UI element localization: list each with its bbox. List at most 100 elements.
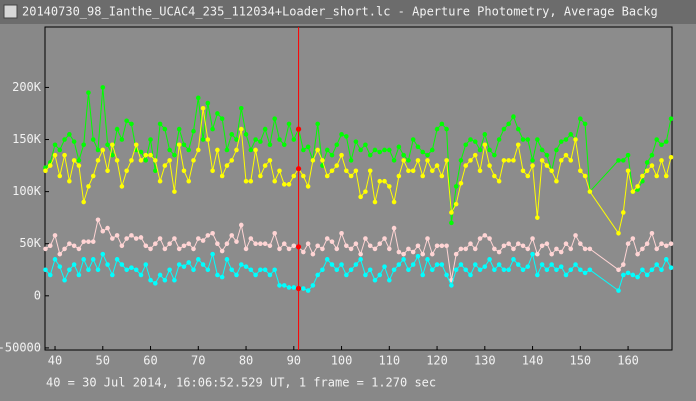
data-point: [616, 158, 621, 163]
data-point: [162, 277, 168, 283]
data-point: [616, 267, 621, 273]
data-point: [501, 126, 507, 132]
data-point: [224, 257, 230, 262]
data-point: [406, 168, 411, 174]
data-point: [525, 264, 531, 269]
data-point: [535, 251, 540, 257]
data-point: [439, 121, 445, 127]
data-point: [301, 249, 306, 255]
data-point: [520, 168, 526, 174]
data-point: [434, 243, 440, 249]
data-point: [496, 262, 502, 267]
data-point: [315, 121, 320, 127]
data-point: [262, 126, 268, 132]
data-point: [382, 147, 387, 153]
data-point: [320, 158, 325, 163]
data-point: [520, 137, 526, 142]
data-point: [630, 272, 636, 278]
data-point: [625, 241, 631, 247]
data-point: [195, 147, 201, 153]
data-point: [119, 184, 125, 189]
data-point: [286, 285, 292, 290]
data-point: [468, 272, 473, 278]
x-tick-label: 40: [48, 354, 62, 368]
data-point: [301, 173, 306, 179]
data-point: [573, 137, 578, 142]
data-point: [515, 126, 521, 132]
data-point: [640, 267, 645, 273]
data-point: [425, 236, 430, 241]
data-point: [458, 180, 464, 186]
y-tick-label: -50000: [0, 340, 41, 354]
data-point: [458, 262, 464, 267]
data-point: [410, 168, 416, 174]
data-point: [563, 152, 569, 158]
data-point: [654, 173, 660, 179]
data-point: [535, 137, 540, 142]
data-point: [425, 257, 430, 262]
data-point: [663, 257, 669, 262]
data-point: [210, 251, 215, 257]
data-point: [210, 168, 215, 174]
data-point: [224, 163, 230, 168]
data-point: [492, 152, 497, 158]
data-point: [444, 158, 449, 163]
data-point: [181, 142, 187, 148]
data-point: [258, 241, 263, 247]
data-point: [71, 243, 77, 249]
data-point: [659, 241, 664, 247]
data-point: [401, 257, 406, 262]
data-point: [229, 132, 235, 137]
data-point: [315, 272, 320, 278]
data-point: [133, 267, 139, 273]
data-point: [477, 147, 483, 153]
data-point: [100, 228, 106, 234]
data-point: [649, 267, 655, 273]
data-point: [133, 142, 139, 148]
data-point: [243, 132, 249, 137]
data-point: [563, 272, 569, 278]
data-point: [434, 126, 440, 132]
data-point: [511, 257, 516, 262]
data-point: [258, 267, 263, 273]
data-point: [90, 257, 96, 262]
data-point: [515, 241, 521, 247]
data-point: [344, 134, 349, 139]
data-point: [286, 246, 292, 252]
data-point: [210, 231, 215, 236]
data-point: [382, 178, 387, 184]
data-point: [506, 267, 511, 273]
data-point: [148, 246, 153, 252]
data-point: [215, 147, 220, 153]
data-point: [363, 142, 368, 148]
data-point: [81, 257, 86, 262]
data-point: [544, 163, 550, 168]
data-point: [334, 142, 340, 148]
data-point: [200, 262, 206, 267]
data-point: [487, 236, 492, 241]
data-point: [105, 168, 110, 174]
data-point: [219, 274, 225, 280]
data-point: [305, 288, 311, 293]
data-point: [234, 137, 239, 142]
data-point: [258, 173, 263, 179]
data-point: [644, 168, 650, 174]
data-point: [301, 286, 306, 291]
data-point: [506, 241, 511, 247]
data-point: [195, 95, 201, 101]
data-point: [47, 272, 53, 278]
data-point: [563, 241, 569, 247]
data-point: [86, 239, 91, 244]
data-point: [176, 126, 182, 132]
data-point: [76, 158, 82, 163]
data-point: [253, 272, 258, 278]
data-point: [415, 253, 421, 259]
data-point: [157, 272, 163, 278]
data-point: [277, 246, 282, 252]
data-point: [635, 184, 640, 189]
data-point: [635, 251, 640, 257]
data-point: [353, 139, 359, 144]
data-point: [463, 267, 469, 273]
data-point: [334, 246, 340, 252]
